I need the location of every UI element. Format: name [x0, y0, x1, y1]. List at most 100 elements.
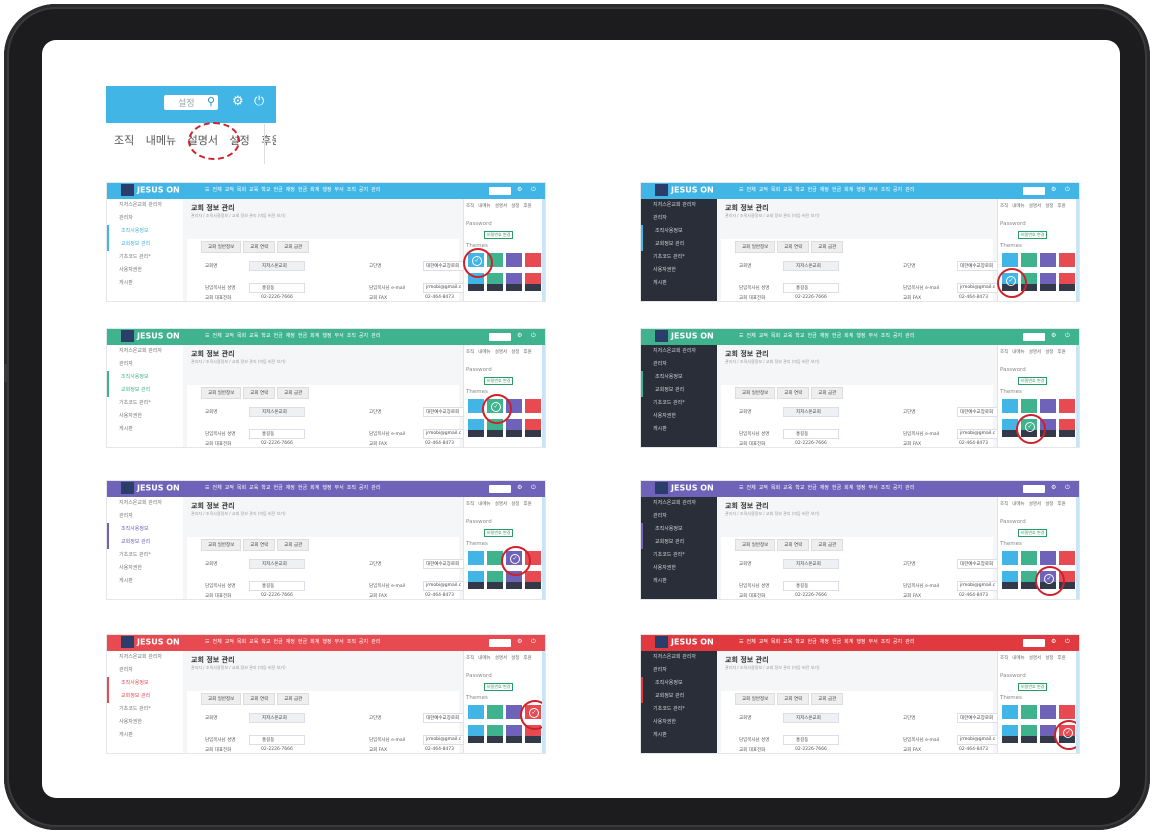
theme-swatch-dark[interactable] — [1021, 571, 1037, 589]
sidebar-item[interactable]: 사용자권한 — [119, 413, 143, 419]
nav-item[interactable]: 조직 — [346, 187, 356, 193]
nav-item[interactable]: 교적 — [758, 639, 768, 645]
password-change-button[interactable]: 비밀번호 변경 — [1018, 377, 1048, 385]
sidebar-item[interactable]: 관리자 — [119, 361, 133, 367]
password-change-button[interactable]: 비밀번호 변경 — [484, 529, 514, 537]
nav-item[interactable]: 행정 — [856, 187, 866, 193]
email-field[interactable]: jrmobi@gmail.c — [957, 283, 999, 293]
nav-item[interactable]: 부서 — [868, 187, 878, 193]
sidebar-item[interactable]: 사용자권한 — [653, 267, 677, 273]
nav-item[interactable]: 관리 — [905, 639, 915, 645]
nav-item[interactable]: 행정 — [322, 187, 332, 193]
tab[interactable]: 교회 일반정보 — [735, 693, 776, 705]
password-change-button[interactable]: 비밀번호 변경 — [484, 377, 514, 385]
manager-field[interactable]: 홍길동 — [249, 735, 305, 745]
theme-swatch-light[interactable] — [525, 253, 541, 267]
church-field[interactable]: 지저스온교회 — [783, 261, 839, 271]
power-icon[interactable]: ⏻ — [531, 186, 536, 193]
theme-swatch-dark[interactable] — [1002, 419, 1018, 437]
sidebar-item[interactable]: 사용자권한 — [119, 565, 143, 571]
theme-swatch-dark[interactable] — [468, 725, 484, 743]
nav-item[interactable]: 교적 — [224, 639, 234, 645]
panel-menu-item[interactable]: 조직 — [466, 656, 475, 661]
theme-swatch-light[interactable] — [1040, 705, 1056, 719]
theme-swatch-light[interactable] — [1040, 551, 1056, 565]
theme-swatch-dark[interactable] — [525, 571, 541, 589]
theme-swatch-light[interactable] — [1021, 253, 1037, 267]
panel-menu-item[interactable]: 설명서 — [494, 204, 508, 209]
theme-swatch-dark[interactable] — [1059, 273, 1075, 291]
nav-item[interactable]: 회계 — [310, 639, 320, 645]
church-field[interactable]: 지저스온교회 — [783, 559, 839, 569]
nav-item[interactable]: 행정 — [322, 639, 332, 645]
panel-menu-item[interactable]: 내메뉴 — [1012, 204, 1025, 209]
sidebar-item[interactable]: 사용자권한 — [653, 719, 677, 725]
password-change-button[interactable]: 비밀번호 변경 — [484, 683, 514, 691]
app-logo[interactable]: JESUS ON — [655, 330, 714, 342]
nav-item[interactable]: 헌금 — [807, 485, 817, 491]
nav-item[interactable]: 관리 — [371, 187, 381, 193]
sidebar-item[interactable]: 조직사용정보 — [641, 371, 717, 384]
app-logo[interactable]: JESUS ON — [655, 482, 714, 494]
panel-menu-item[interactable]: 조직 — [1000, 204, 1009, 209]
theme-swatch-light[interactable] — [1059, 399, 1075, 413]
tab[interactable]: 교회 연락 — [243, 693, 276, 705]
scrollbar[interactable] — [1076, 651, 1079, 753]
nav-item[interactable]: 공지 — [892, 485, 903, 491]
nav-item[interactable]: 학교 — [261, 333, 271, 339]
email-field[interactable]: jrmobi@gmail.c — [423, 735, 465, 745]
nav-item[interactable]: ☰ — [205, 485, 210, 491]
nav-item[interactable]: 조직 — [880, 187, 890, 193]
nav-item[interactable]: 조직 — [346, 485, 356, 491]
nav-item[interactable]: 헌금 — [273, 333, 283, 339]
nav-item[interactable]: 목회 — [236, 639, 247, 645]
panel-menu-item[interactable]: 조직 — [466, 350, 475, 355]
nav-item[interactable]: 재정 — [819, 485, 829, 491]
menu-item-org[interactable]: 조직 — [114, 134, 135, 147]
scrollbar[interactable] — [1076, 199, 1079, 301]
search-input[interactable] — [1023, 639, 1045, 647]
scrollbar[interactable] — [1076, 345, 1079, 447]
nav-item[interactable]: 전체 — [212, 639, 222, 645]
pastor-field[interactable]: 대한예수교장로회 — [423, 559, 465, 569]
nav-item[interactable]: 목회 — [770, 333, 781, 339]
sidebar-item[interactable]: 지저스온교회 관리자 — [653, 654, 696, 660]
nav-item[interactable]: 재정 — [819, 639, 829, 645]
panel-menu-item[interactable]: 내메뉴 — [478, 656, 491, 661]
pastor-field[interactable]: 대한예수교장로회 — [423, 713, 465, 723]
panel-menu-item[interactable]: 후원 — [1057, 350, 1066, 355]
theme-swatch-light[interactable] — [468, 551, 484, 565]
nav-item[interactable]: 학교 — [261, 187, 271, 193]
sidebar-item[interactable]: 기초코드 관리* — [653, 400, 685, 406]
nav-item[interactable]: 헌금 — [297, 333, 308, 339]
theme-swatch-light[interactable] — [1059, 705, 1075, 719]
panel-menu-item[interactable]: 내메뉴 — [478, 204, 491, 209]
nav-item[interactable]: 전체 — [746, 333, 756, 339]
nav-item[interactable]: 헌금 — [297, 187, 308, 193]
search-input[interactable] — [489, 187, 511, 195]
nav-item[interactable]: 부서 — [868, 639, 878, 645]
sidebar-item[interactable]: 게시판 — [653, 578, 667, 584]
nav-item[interactable]: 헌금 — [831, 187, 842, 193]
panel-menu-item[interactable]: 조직 — [1000, 502, 1009, 507]
nav-item[interactable]: 행정 — [856, 639, 866, 645]
tab[interactable]: 교회 연락 — [243, 387, 276, 399]
panel-menu-item[interactable]: 설명서 — [494, 656, 508, 661]
theme-swatch-dark[interactable] — [525, 273, 541, 291]
sidebar-item[interactable]: 교회정보 관리 — [107, 384, 183, 397]
password-change-button[interactable]: 비밀번호 변경 — [1018, 529, 1048, 537]
theme-swatch-dark[interactable] — [1059, 419, 1075, 437]
tab[interactable]: 교회 금관 — [277, 693, 310, 705]
nav-item[interactable]: 교적 — [758, 187, 768, 193]
theme-swatch-dark[interactable] — [1002, 725, 1018, 743]
nav-item[interactable]: 전체 — [212, 333, 222, 339]
sidebar-item[interactable]: 기초코드 관리* — [653, 552, 685, 558]
sidebar-item[interactable]: 게시판 — [119, 280, 133, 286]
sidebar-item[interactable]: 관리자 — [653, 513, 667, 519]
panel-menu-item[interactable]: 조직 — [466, 204, 475, 209]
nav-item[interactable]: 목회 — [770, 187, 781, 193]
search-input[interactable] — [1023, 333, 1045, 341]
power-icon[interactable]: ⏻ — [531, 484, 536, 491]
nav-item[interactable]: 공지 — [358, 333, 369, 339]
nav-item[interactable]: 목회 — [236, 485, 247, 491]
